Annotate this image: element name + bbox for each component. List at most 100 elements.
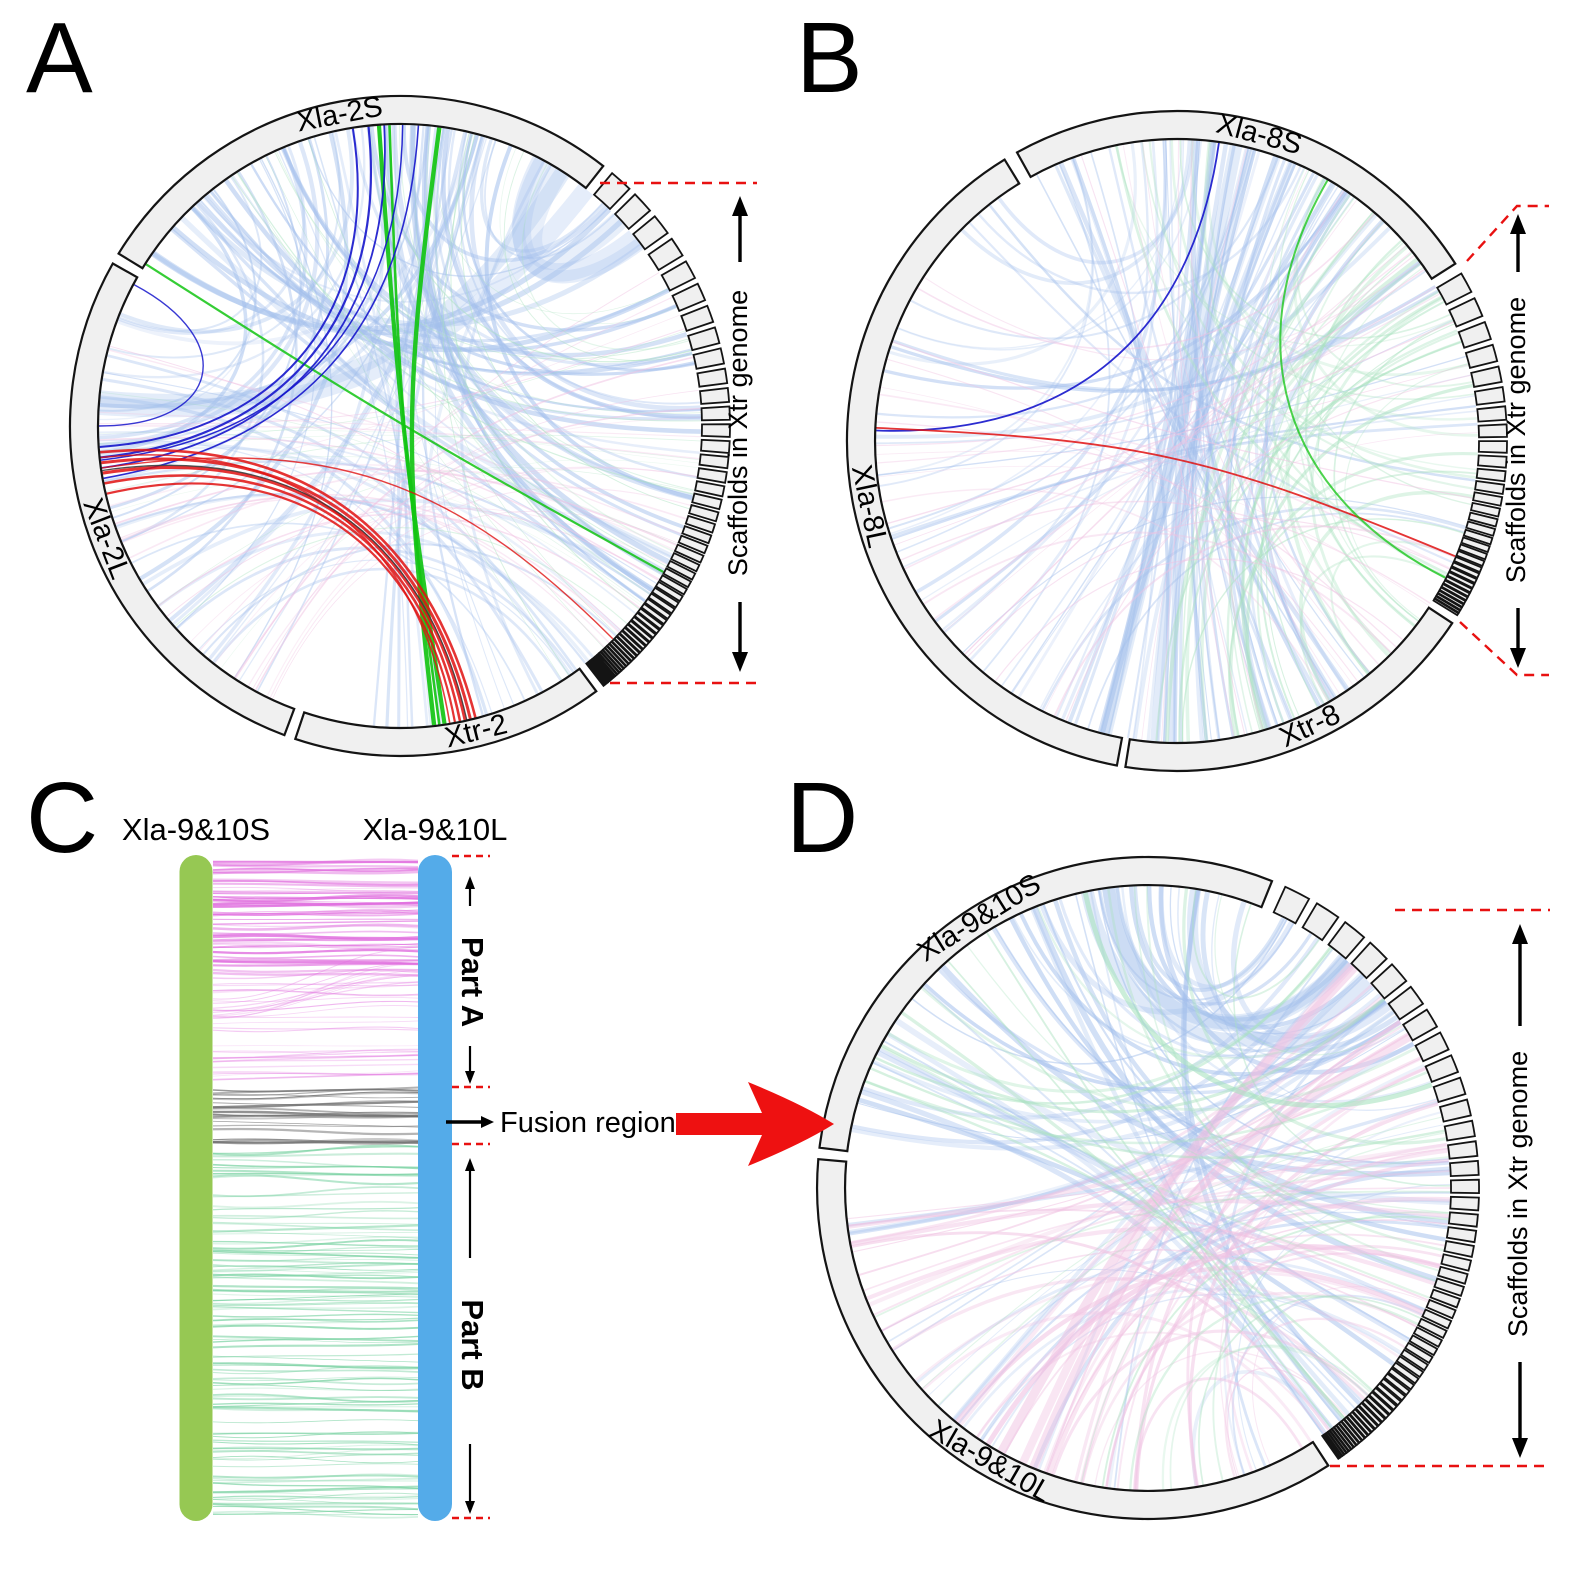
scaffold-box — [1470, 365, 1503, 388]
scaffold-box — [1435, 272, 1473, 306]
scaffold-box — [660, 260, 697, 292]
scaffold-box — [1364, 1394, 1390, 1420]
scaffold-box — [700, 405, 731, 422]
scaffold-box — [1446, 570, 1476, 590]
scaffold-box — [1370, 963, 1408, 1000]
scaffold-box — [1445, 1226, 1478, 1244]
scaffold-box — [1387, 985, 1425, 1021]
scaffold-box — [1477, 454, 1508, 469]
scaffold-box — [1438, 1098, 1472, 1123]
scaffold-box — [1391, 1361, 1420, 1385]
scaffold-box — [1412, 1326, 1444, 1349]
scaffold-box — [630, 615, 657, 640]
panel-letter-a: A — [26, 2, 93, 114]
scaffold-box — [1408, 1334, 1439, 1357]
scaffold-box — [1452, 555, 1483, 574]
scaffold-box — [1350, 941, 1388, 980]
scaffold-box — [691, 492, 723, 511]
scaffold-box — [1429, 1288, 1462, 1309]
scaffold-box — [1301, 902, 1340, 942]
scaffold-box — [1348, 1410, 1373, 1437]
scaffold-box — [1368, 1390, 1394, 1416]
scaffold-box — [684, 514, 717, 534]
scaffold-box — [700, 423, 731, 438]
chromosome-label: Xla-8L — [845, 462, 894, 551]
fusion-arrow-icon — [481, 1116, 494, 1128]
scaffold-box — [696, 367, 729, 388]
scaffold-box — [1375, 1382, 1403, 1407]
scaffold-box — [643, 597, 672, 621]
scaffold-box — [636, 607, 665, 631]
scaffold-box — [615, 632, 641, 657]
scaffold-box — [677, 534, 709, 555]
scaffold-box — [1436, 1265, 1469, 1285]
scaffold-box — [1449, 1159, 1480, 1178]
scaffold-box — [1345, 1413, 1369, 1439]
bar-label-L: Xla-9&10L — [363, 812, 508, 847]
chromosome-arc — [845, 158, 1124, 767]
scaffolds-axis-label: Scaffolds in Xtr genome — [723, 290, 753, 576]
scaffold-box — [662, 567, 693, 589]
panel-letter-b: B — [796, 2, 863, 114]
chromosome-arc — [1015, 109, 1457, 281]
scaffold-box — [671, 282, 707, 313]
scaffold-box — [1450, 561, 1481, 579]
scaffold-box — [1443, 1240, 1475, 1258]
scaffold-box — [699, 387, 731, 405]
scaffold-box — [1476, 405, 1508, 423]
scaffold-box — [1457, 543, 1489, 561]
scaffold-box — [613, 193, 652, 231]
scaffold-box — [1443, 1119, 1476, 1142]
scaffold-box — [1449, 1178, 1480, 1195]
scaffold-box — [647, 237, 684, 272]
scaffold-box — [621, 626, 647, 651]
scaffold-box — [631, 215, 669, 251]
scaffold-box — [692, 347, 726, 370]
scaffold-box — [1467, 511, 1499, 528]
fusion-region-label: Fusion region — [500, 1107, 676, 1139]
scaffold-box — [694, 480, 726, 498]
scaffold-box — [633, 611, 661, 635]
scaffold-box — [585, 661, 606, 688]
scaffold-box — [1462, 528, 1494, 546]
scaffold-box — [1432, 597, 1460, 617]
scaffold-box — [1395, 1355, 1425, 1379]
scaffold-box — [658, 574, 689, 596]
scaffold-box — [1449, 1195, 1480, 1212]
scaffold-box — [1327, 920, 1366, 960]
scaffold-box — [1421, 1308, 1453, 1330]
scaffold-box — [1477, 423, 1508, 439]
scaffold-box — [1404, 1341, 1434, 1365]
scaffold-box — [650, 586, 680, 609]
scaffold-box — [1425, 1298, 1457, 1320]
scaffold-box — [696, 467, 728, 484]
chromosome-label: Xtr-2 — [442, 708, 511, 754]
scaffold-box — [1433, 1277, 1466, 1298]
scaffold-box — [1379, 1377, 1407, 1402]
scaffold-box — [1401, 1008, 1439, 1042]
scaffold-box — [1361, 1398, 1387, 1424]
scaffold-box — [1440, 1253, 1473, 1272]
scaffold-box — [666, 559, 697, 581]
scaffold-box — [1383, 1372, 1411, 1397]
panelC-alignment: Xla-9&10S Xla-9&10L Part A Part B Fusion reg… — [122, 812, 834, 1521]
chromosome-arc — [117, 94, 605, 270]
part-a-label: Part A — [455, 937, 490, 1027]
scaffold-box — [680, 304, 715, 332]
scaffold-box — [673, 543, 705, 564]
scaffold-box — [1477, 440, 1508, 454]
scaffold-box — [1457, 320, 1493, 349]
scaffold-box — [1414, 1031, 1450, 1063]
scaffold-box — [1442, 579, 1471, 598]
scaffold-box — [1387, 1367, 1416, 1391]
scaffold-box — [1343, 1415, 1366, 1442]
scaffold-box — [1448, 566, 1478, 585]
scaffold-box — [1475, 467, 1507, 483]
scaffold-box — [618, 629, 644, 654]
scaffold-box — [1465, 520, 1497, 537]
scaffold-box — [681, 524, 713, 545]
scaffold-box — [698, 453, 730, 470]
